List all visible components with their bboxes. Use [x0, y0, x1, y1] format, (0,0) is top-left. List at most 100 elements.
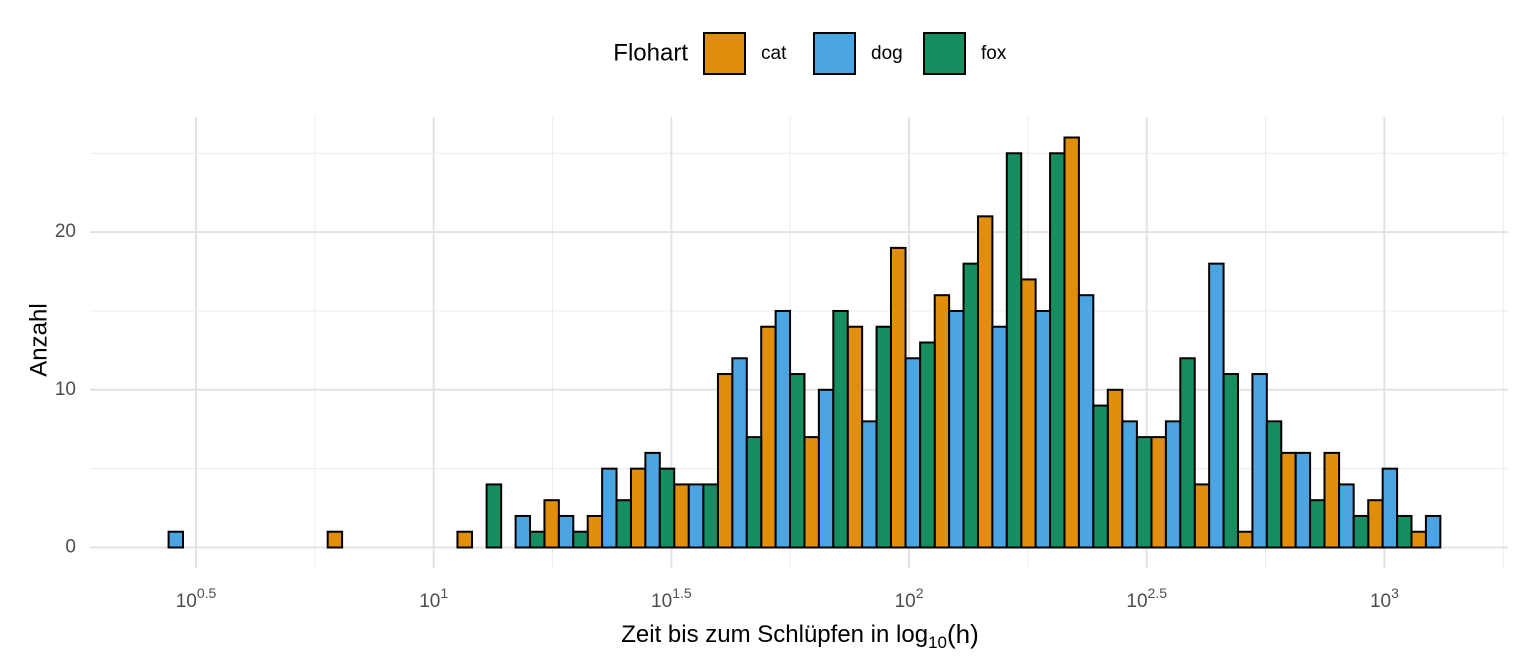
bar	[1352, 514, 1370, 549]
x-tick-exponent: 1.5	[672, 585, 692, 601]
bar	[1222, 373, 1239, 549]
bar	[658, 467, 676, 549]
x-tick-label: 101.5	[651, 585, 692, 612]
bar	[687, 483, 705, 549]
bar	[889, 246, 907, 549]
bar	[904, 357, 922, 549]
bar	[586, 514, 604, 549]
bar	[615, 499, 632, 549]
x-tick-label: 101	[419, 585, 448, 612]
x-title-part: (h)	[947, 619, 979, 649]
bar	[1063, 136, 1080, 549]
bar	[485, 483, 503, 549]
legend-swatch	[703, 32, 746, 75]
bar	[1034, 309, 1052, 549]
legend-label: dog	[871, 43, 903, 64]
x-tick-base: 10	[895, 591, 916, 612]
bar	[1396, 514, 1413, 549]
bar	[933, 294, 951, 549]
bar	[1164, 420, 1182, 549]
bar	[1338, 483, 1355, 549]
x-tick-base: 10	[1370, 591, 1391, 612]
x-tick-exponent: 2.5	[1148, 585, 1168, 601]
bar	[1106, 388, 1124, 549]
bar	[861, 420, 878, 549]
bar	[673, 483, 690, 549]
x-tick-exponent: 2	[916, 585, 924, 601]
bar	[514, 514, 532, 549]
bar	[543, 499, 560, 549]
y-tick-label: 0	[65, 537, 76, 558]
x-tick-label: 102	[895, 585, 924, 612]
bar	[875, 325, 892, 549]
bar	[1323, 451, 1341, 549]
bar	[702, 483, 719, 549]
x-tick-label: 100.5	[176, 585, 217, 612]
x-title-sub: 10	[928, 633, 947, 652]
bar	[529, 530, 546, 549]
bar	[919, 341, 936, 549]
bar	[817, 388, 835, 549]
bar	[629, 467, 647, 549]
bar	[1294, 451, 1312, 549]
bar	[456, 530, 474, 549]
bar	[803, 436, 820, 549]
bar	[1381, 467, 1399, 549]
bar	[760, 325, 777, 549]
bar	[789, 373, 806, 549]
bar	[832, 309, 849, 549]
bar	[948, 309, 965, 549]
x-tick-base: 10	[419, 591, 440, 612]
x-tick-base: 10	[176, 591, 197, 612]
bar	[167, 530, 185, 549]
bar	[1049, 152, 1066, 549]
legend-swatch	[923, 32, 966, 75]
bar	[601, 467, 618, 549]
y-tick-label: 10	[55, 379, 76, 400]
bar	[1410, 530, 1427, 549]
x-tick-exponent: 1	[440, 585, 448, 601]
bar	[962, 262, 979, 549]
bar	[1309, 499, 1326, 549]
bar	[1005, 152, 1023, 549]
legend-label: fox	[981, 43, 1007, 64]
x-axis-title: Zeit bis zum Schlüpfen in log10(h)	[621, 619, 979, 653]
x-tick-base: 10	[651, 591, 672, 612]
bar	[1135, 436, 1153, 549]
x-title-part: Zeit bis zum Schlüpfen in log	[621, 621, 928, 648]
bar	[1280, 451, 1297, 549]
bar	[1367, 499, 1384, 549]
legend-title: Flohart	[613, 39, 688, 66]
bar	[1265, 420, 1283, 549]
bar	[326, 530, 344, 549]
bar	[1121, 420, 1138, 549]
bar	[976, 215, 994, 549]
bar	[731, 357, 748, 549]
x-tick-exponent: 0.5	[197, 585, 217, 601]
bar	[644, 451, 661, 549]
legend-label: cat	[761, 43, 787, 64]
x-tick-base: 10	[1126, 591, 1147, 612]
x-tick-label: 102.5	[1126, 585, 1167, 612]
bar	[991, 325, 1008, 549]
bar	[1193, 483, 1211, 549]
bar	[1179, 357, 1196, 549]
x-tick-exponent: 3	[1391, 585, 1399, 601]
bar	[1236, 530, 1254, 549]
y-tick-label: 20	[55, 221, 76, 242]
bar	[1251, 373, 1268, 549]
bar	[774, 309, 792, 549]
bar	[716, 373, 734, 549]
bar	[1424, 514, 1442, 549]
x-tick-label: 103	[1370, 585, 1399, 612]
bar	[846, 325, 864, 549]
bar	[1150, 436, 1167, 549]
bar	[1020, 278, 1037, 549]
bar	[1208, 262, 1225, 549]
y-axis-title: Anzahl	[25, 303, 52, 376]
bar	[572, 530, 589, 549]
bar	[557, 514, 575, 549]
legend-swatch	[813, 32, 856, 75]
bar	[745, 436, 763, 549]
